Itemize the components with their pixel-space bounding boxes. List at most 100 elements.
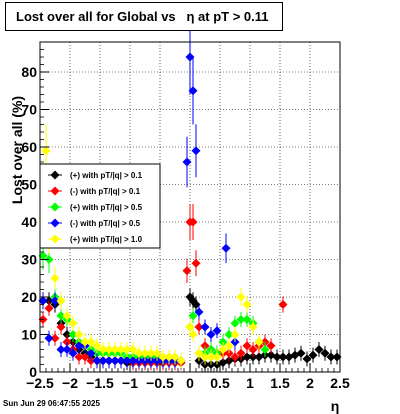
data-point	[128, 345, 138, 354]
data-point	[224, 330, 234, 339]
x-axis-label: η	[331, 398, 340, 414]
data-point	[62, 311, 72, 321]
data-point	[41, 146, 51, 156]
data-point	[194, 307, 204, 317]
data-point	[50, 296, 60, 306]
x-tick-label: −2.5	[26, 375, 54, 391]
x-tick-label: 2	[306, 375, 314, 391]
data-point	[74, 352, 84, 362]
data-point	[86, 348, 96, 358]
data-point	[278, 300, 288, 309]
data-point	[242, 352, 252, 362]
data-point	[191, 300, 201, 309]
data-point	[56, 311, 66, 321]
data-point	[122, 345, 132, 354]
y-tick-label: 30	[21, 252, 37, 268]
x-tick-label: 0.5	[210, 375, 230, 391]
x-tick-label: 0	[186, 375, 194, 391]
data-point	[152, 348, 162, 358]
legend-marker	[50, 218, 60, 228]
data-point	[80, 337, 90, 347]
y-tick-label: 20	[21, 289, 37, 305]
data-point	[200, 352, 210, 362]
data-point	[191, 146, 201, 156]
data-point	[116, 345, 126, 354]
data-point	[242, 300, 252, 309]
data-point	[326, 352, 336, 362]
data-point	[185, 52, 195, 62]
data-point	[182, 266, 192, 276]
data-point	[56, 322, 66, 332]
data-point	[224, 341, 234, 351]
data-point	[230, 352, 240, 362]
data-point	[104, 356, 114, 366]
series--with-pt-q-1-0	[38, 124, 264, 369]
data-point	[188, 311, 198, 321]
data-point	[206, 352, 216, 362]
data-point	[50, 273, 60, 283]
data-point	[188, 86, 198, 96]
data-point	[236, 292, 246, 302]
legend-marker	[50, 186, 60, 196]
legend-entries: (+) with pT/|q| > 0.1 (-) with pT/|q| > 0…	[48, 170, 143, 244]
y-tick-label: 60	[21, 139, 37, 155]
data-point	[68, 348, 78, 358]
data-point	[80, 352, 90, 362]
data-point	[266, 341, 276, 351]
data-point	[182, 157, 192, 167]
y-tick-label: 0	[29, 364, 37, 380]
data-point	[218, 345, 228, 354]
data-point	[164, 352, 174, 362]
data-point	[320, 348, 330, 358]
legend-label: (+) with pT/|q| > 0.5	[70, 203, 143, 212]
data-point	[332, 352, 342, 362]
data-point	[188, 217, 198, 227]
x-tick-label: −2	[62, 375, 78, 391]
data-point	[86, 337, 96, 347]
data-point	[98, 356, 108, 366]
legend: (+) with pT/|q| > 0.1 (-) with pT/|q| > 0…	[39, 163, 161, 249]
x-tick-label: −0.5	[146, 375, 174, 391]
data-point	[56, 296, 66, 306]
x-tick-label: −1.5	[86, 375, 114, 391]
data-point	[62, 345, 72, 354]
y-tick-label: 10	[21, 327, 37, 343]
data-point	[38, 296, 48, 306]
legend-label: (+) with pT/|q| > 1.0	[70, 235, 143, 244]
x-tick-label: 2.5	[330, 375, 350, 391]
data-point	[242, 315, 252, 324]
data-point	[68, 330, 78, 339]
legend-label: (-) with pT/|q| > 0.5	[70, 219, 141, 228]
data-point	[194, 348, 204, 358]
data-point	[194, 322, 204, 332]
legend-label: (-) with pT/|q| > 0.1	[70, 187, 141, 196]
data-point	[104, 345, 114, 354]
data-point	[68, 318, 78, 328]
legend-marker	[50, 234, 60, 244]
legend-box	[39, 163, 161, 249]
data-point	[236, 348, 246, 358]
data-point	[260, 345, 270, 354]
data-point	[308, 350, 318, 360]
data-point	[122, 356, 132, 366]
data-point	[296, 348, 306, 358]
data-point	[221, 243, 231, 253]
data-point	[134, 348, 144, 358]
data-point	[110, 345, 120, 354]
data-point	[98, 345, 108, 354]
data-point	[188, 330, 198, 339]
x-tick-label: 1.5	[270, 375, 290, 391]
data-point	[50, 333, 60, 343]
axes: −2.5 −2 −1.5 −1 −0.5 0 0.5 1 1.5 2 2.5 0 10 20 30 40 50 6…	[21, 41, 350, 391]
data-point	[212, 326, 222, 336]
y-tick-label: 50	[21, 177, 37, 193]
legend-marker	[50, 202, 60, 212]
data-point	[110, 356, 120, 366]
series-layer	[38, 19, 342, 372]
data-point	[302, 354, 312, 364]
data-point	[185, 322, 195, 332]
y-tick-label: 70	[21, 102, 37, 118]
chart-title: Lost over all for Global vs η at pT > 0.…	[5, 2, 283, 31]
data-point	[230, 330, 240, 339]
legend-marker	[50, 170, 60, 180]
